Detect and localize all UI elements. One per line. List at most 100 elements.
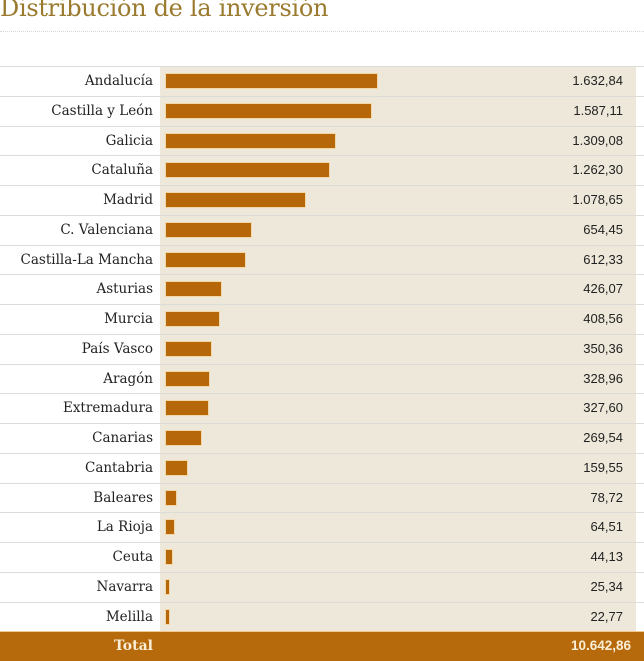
region-value: 159,55 xyxy=(583,459,623,475)
table-row: Ceuta 44,13 xyxy=(0,542,644,572)
region-value: 78,72 xyxy=(590,489,623,505)
bar-track: 408,56 xyxy=(160,305,636,334)
bar-track: 327,60 xyxy=(160,394,636,423)
region-label: Cataluña xyxy=(91,162,153,179)
value-bar xyxy=(166,371,209,386)
total-value: 10.642,86 xyxy=(570,638,631,653)
table-row: Asturias 426,07 xyxy=(0,274,644,304)
bar-track: 78,72 xyxy=(160,483,636,513)
region-label: Canarias xyxy=(92,430,153,446)
region-label: Galicia xyxy=(105,132,153,149)
region-value: 64,51 xyxy=(590,519,623,535)
region-value: 1.587,11 xyxy=(573,102,623,118)
region-value: 22,77 xyxy=(590,608,623,624)
value-bar xyxy=(166,252,245,267)
table-row: Aragón 328,96 xyxy=(0,363,644,394)
region-value: 654,45 xyxy=(583,221,623,237)
region-value: 426,07 xyxy=(583,281,623,297)
bar-track: 44,13 xyxy=(160,543,636,572)
region-label: Andalucía xyxy=(84,73,153,89)
region-label: Asturias xyxy=(96,281,153,298)
value-bar xyxy=(166,222,251,237)
region-label: Melilla xyxy=(105,608,153,625)
table-row: Baleares 78,72 xyxy=(0,482,644,513)
table-row: Extremadura 327,60 xyxy=(0,393,644,423)
bar-track: 1.587,11 xyxy=(160,96,636,126)
bar-track: 159,55 xyxy=(160,453,636,483)
value-bar xyxy=(166,163,329,178)
region-value: 327,60 xyxy=(583,400,623,416)
table-row: Cantabria 159,55 xyxy=(0,452,644,483)
table-row: Murcia 408,56 xyxy=(0,304,644,334)
region-label: Castilla y León xyxy=(51,102,153,119)
table-row: Canarias 269,54 xyxy=(0,423,644,453)
total-row: Total 10.642,86 xyxy=(0,631,644,661)
region-value: 1.262,30 xyxy=(572,162,623,178)
value-bar xyxy=(166,193,305,207)
region-value: 350,36 xyxy=(583,340,623,356)
region-label: Murcia xyxy=(104,311,153,327)
table-row: C. Valenciana 654,45 xyxy=(0,214,644,245)
bar-track: 612,33 xyxy=(160,245,636,275)
region-label: Cantabria xyxy=(84,459,153,476)
investment-bar-table: Andalucía 1.632,84 Castilla y León 1.587,11… xyxy=(0,66,644,632)
value-bar xyxy=(166,312,219,326)
value-bar xyxy=(166,609,169,624)
total-label: Total xyxy=(113,638,153,654)
value-bar xyxy=(166,401,208,416)
region-label: Madrid xyxy=(103,192,153,208)
value-bar xyxy=(166,490,176,505)
page-title: Distribución de la inversión xyxy=(0,0,329,22)
value-bar xyxy=(166,103,371,118)
bar-track: 269,54 xyxy=(160,424,636,453)
bar-track: 328,96 xyxy=(160,364,636,394)
region-value: 44,13 xyxy=(590,549,623,564)
region-value: 1.632,84 xyxy=(572,73,623,88)
region-value: 328,96 xyxy=(583,370,623,386)
region-label: Extremadura xyxy=(62,400,153,417)
region-label: Castilla-La Mancha xyxy=(20,251,153,268)
bar-track: 1.632,84 xyxy=(160,67,636,96)
region-label: C. Valenciana xyxy=(60,221,153,238)
title-divider xyxy=(0,31,644,32)
value-bar xyxy=(166,341,211,356)
bar-track: 426,07 xyxy=(160,275,636,304)
region-value: 1.309,08 xyxy=(572,132,623,148)
region-value: 612,33 xyxy=(583,251,623,267)
bar-track: 654,45 xyxy=(160,215,636,245)
value-bar xyxy=(166,431,201,445)
table-row: Cataluña 1.262,30 xyxy=(0,155,644,185)
bar-track: 1.262,30 xyxy=(160,156,636,185)
region-value: 269,54 xyxy=(583,430,623,445)
value-bar xyxy=(166,133,335,148)
table-row: Andalucía 1.632,84 xyxy=(0,66,644,96)
table-row: Navarra 25,34 xyxy=(0,571,644,602)
region-value: 1.078,65 xyxy=(572,192,623,207)
table-row: Melilla 22,77 xyxy=(0,601,644,632)
value-bar xyxy=(166,74,377,88)
value-bar xyxy=(166,579,169,594)
table-row: Castilla-La Mancha 612,33 xyxy=(0,244,644,275)
region-label: Ceuta xyxy=(112,549,154,565)
region-label: La Rioja xyxy=(96,519,153,536)
value-bar xyxy=(166,460,187,475)
table-row: La Rioja 64,51 xyxy=(0,512,644,542)
region-label: Baleares xyxy=(93,489,153,506)
table-row: País Vasco 350,36 xyxy=(0,333,644,364)
table-row: Galicia 1.309,08 xyxy=(0,125,644,156)
bar-track: 25,34 xyxy=(160,572,636,602)
region-label: Navarra xyxy=(96,578,154,595)
bar-track: 64,51 xyxy=(160,513,636,542)
region-value: 408,56 xyxy=(583,311,623,326)
bar-track: 350,36 xyxy=(160,334,636,364)
region-label: País Vasco xyxy=(81,340,153,357)
value-bar xyxy=(166,550,172,564)
table-row: Castilla y León 1.587,11 xyxy=(0,95,644,126)
bar-track: 1.309,08 xyxy=(160,126,636,156)
value-bar xyxy=(166,282,221,297)
table-row: Madrid 1.078,65 xyxy=(0,185,644,215)
region-value: 25,34 xyxy=(590,578,623,594)
bar-track: 22,77 xyxy=(160,602,636,632)
region-label: Aragón xyxy=(103,370,153,387)
bar-track: 1.078,65 xyxy=(160,186,636,215)
